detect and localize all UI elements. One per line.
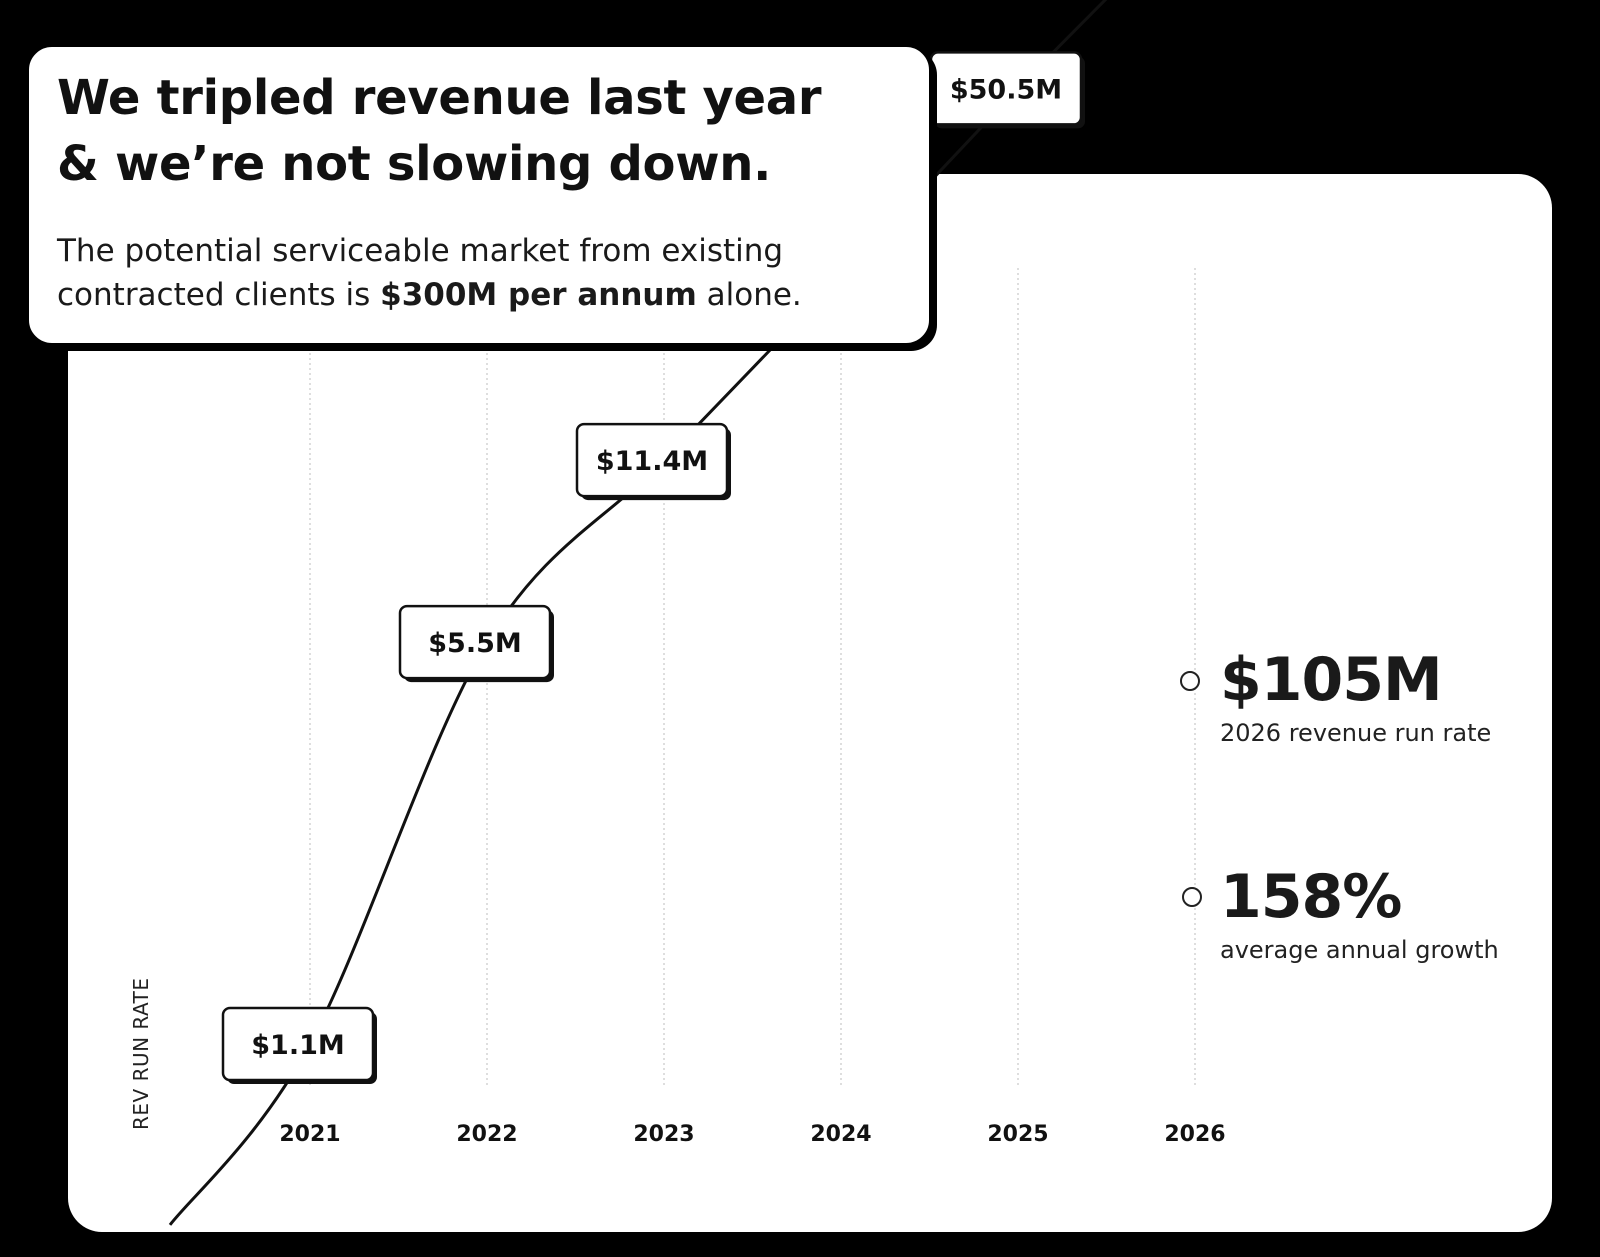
data-label-2023: $11.4M: [575, 422, 731, 501]
x-tick-2024: 2024: [810, 1122, 871, 1147]
data-label-text: $5.5M: [428, 628, 522, 659]
subheadline-line-2-prefix: contracted clients is: [57, 277, 381, 313]
stat-bullet-icon: [1180, 671, 1200, 691]
data-label-text: $50.5M: [950, 74, 1062, 105]
subheadline-line-1: The potential serviceable market from ex…: [57, 233, 784, 269]
data-label-2021: $1.1M: [221, 1006, 377, 1084]
x-tick-2022: 2022: [456, 1122, 517, 1147]
x-tick-2023: 2023: [633, 1122, 694, 1147]
data-label-text: $11.4M: [596, 446, 708, 477]
y-axis-label: REV RUN RATE: [129, 978, 153, 1131]
stat-run-rate-value: $105M: [1220, 645, 1443, 715]
stat-run-rate-caption: 2026 revenue run rate: [1220, 719, 1492, 747]
data-label-box: [575, 422, 729, 498]
data-label-2022: $5.5M: [398, 604, 554, 683]
headline: We tripled revenue last year & we’re not…: [57, 65, 822, 197]
headline-line-1: We tripled revenue last year: [57, 70, 822, 126]
subheadline: The potential serviceable market from ex…: [57, 229, 917, 317]
x-tick-2021: 2021: [279, 1122, 340, 1147]
subheadline-line-2-suffix: alone.: [696, 277, 802, 313]
market-size-highlight: $300M per annum: [380, 277, 697, 313]
data-label-2025: $50.5M: [929, 51, 1085, 129]
x-axis-ticks: 2021 2022 2023 2024 2025 2026: [279, 1122, 1225, 1147]
x-tick-2026: 2026: [1164, 1122, 1225, 1147]
stat-bullet-icon: [1182, 887, 1202, 907]
header-card: We tripled revenue last year & we’re not…: [26, 44, 932, 346]
x-tick-2025: 2025: [987, 1122, 1048, 1147]
data-label-box: [398, 604, 552, 680]
stat-growth-value: 158%: [1220, 862, 1402, 932]
revenue-trend-line: [168, 0, 1108, 1226]
data-label-text: $1.1M: [251, 1030, 345, 1061]
stat-growth-caption: average annual growth: [1220, 936, 1499, 964]
headline-line-2: & we’re not slowing down.: [57, 136, 772, 192]
data-label-box: [221, 1006, 375, 1082]
